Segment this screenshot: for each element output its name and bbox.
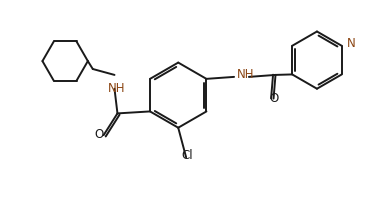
Text: NH: NH [108,82,125,95]
Text: Cl: Cl [181,149,193,162]
Text: NH: NH [237,68,255,81]
Text: O: O [94,128,103,141]
Text: O: O [269,92,278,105]
Text: N: N [347,37,355,50]
